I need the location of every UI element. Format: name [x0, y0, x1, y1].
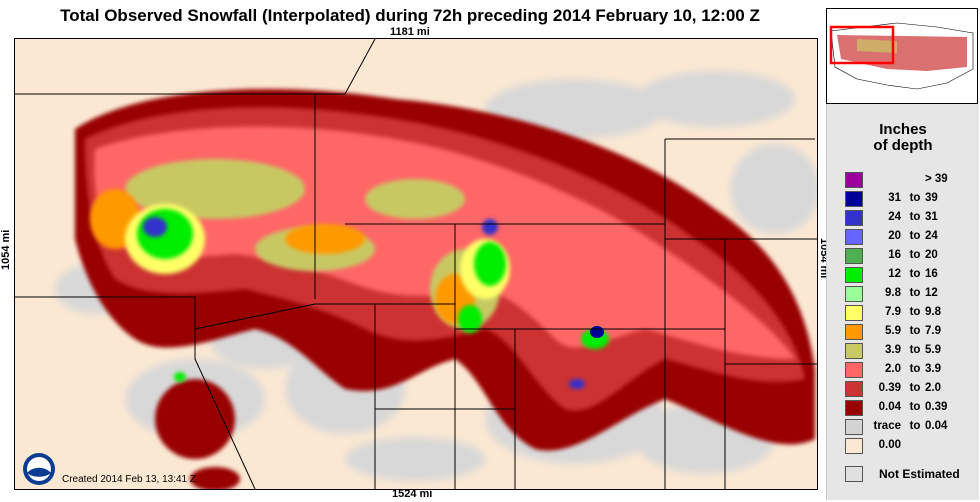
legend-item-low: 20	[888, 230, 901, 242]
legend-swatch	[845, 286, 863, 302]
legend-item-high: 3.9	[925, 363, 941, 375]
legend-item-low: 3.9	[885, 344, 901, 356]
snow-24-31	[143, 217, 585, 389]
legend-item-high: 0.39	[925, 401, 948, 413]
legend-swatch	[845, 248, 863, 264]
legend-item-low: 7.9	[885, 306, 901, 318]
legend-swatch	[845, 381, 863, 397]
legend-item-low: 2.0	[885, 363, 901, 375]
legend: Inches of depth > 39 31 to 39 24 to 31 20 to 24 16…	[826, 104, 979, 500]
legend-item-high: 12	[925, 287, 938, 299]
snowfall-map-graphic	[15, 39, 817, 489]
legend-item-to: to	[909, 344, 921, 356]
legend-item-low: 0.00	[878, 439, 901, 451]
legend-item-to: to	[909, 382, 921, 394]
legend-item-to: to	[909, 420, 921, 432]
scale-left-label: 1054 mi	[0, 229, 12, 270]
legend-item-to: to	[909, 192, 921, 204]
legend-swatch	[845, 324, 863, 340]
legend-item-to: to	[909, 401, 921, 413]
legend-item-to: to	[909, 211, 921, 223]
scale-bottom-label: 1524 mi	[392, 488, 433, 500]
legend-swatch	[845, 400, 863, 416]
legend-item-low: 24	[888, 211, 901, 223]
legend-item-low: 0.04	[878, 401, 901, 413]
legend-swatch-not-estimated	[845, 466, 863, 482]
legend-swatch	[845, 191, 863, 207]
state-boundaries	[15, 39, 817, 489]
legend-item-high: 39	[925, 192, 938, 204]
legend-item-to: to	[909, 230, 921, 242]
legend-swatch	[845, 362, 863, 378]
legend-item-high: 0.04	[925, 420, 948, 432]
legend-item-high: 2.0	[925, 382, 941, 394]
legend-swatch	[845, 419, 863, 435]
legend-not-estimated-label: Not Estimated	[879, 467, 960, 481]
inset-map-graphic	[829, 22, 974, 90]
legend-item-low: 16	[888, 249, 901, 261]
legend-item-to: to	[909, 306, 921, 318]
legend-item-high: 9.8	[925, 306, 941, 318]
legend-swatch	[845, 438, 863, 454]
snowfall-map[interactable]	[14, 38, 818, 490]
legend-item-low: 5.9	[885, 325, 901, 337]
map-title: Total Observed Snowfall (Interpolated) d…	[60, 6, 760, 25]
legend-swatch	[845, 172, 863, 188]
legend-item-high: 20	[925, 249, 938, 261]
legend-swatch	[845, 267, 863, 283]
legend-item-high: > 39	[925, 173, 948, 185]
legend-item-high: 7.9	[925, 325, 941, 337]
legend-item-to: to	[909, 363, 921, 375]
legend-item-low: 12	[888, 268, 901, 280]
scale-top-label: 1181 mi	[390, 26, 430, 38]
legend-item-high: 31	[925, 211, 938, 223]
legend-item-to: to	[909, 325, 921, 337]
inset-overview-map[interactable]	[826, 8, 978, 104]
legend-swatch	[845, 305, 863, 321]
legend-item-low: 0.39	[878, 382, 901, 394]
snow-31-39	[590, 326, 604, 338]
legend-title: Inches of depth	[827, 122, 979, 154]
legend-swatch	[845, 343, 863, 359]
noaa-logo-icon	[22, 452, 56, 491]
legend-item-low: 31	[888, 192, 901, 204]
legend-swatch	[845, 210, 863, 226]
legend-item-high: 24	[925, 230, 938, 242]
legend-item-to: to	[909, 249, 921, 261]
legend-item-high: 5.9	[925, 344, 941, 356]
legend-swatch	[845, 229, 863, 245]
legend-item-low: trace	[873, 420, 902, 432]
legend-item-high: 16	[925, 268, 938, 280]
legend-item-low: 9.8	[885, 287, 901, 299]
created-timestamp: Created 2014 Feb 13, 13:41 Z	[62, 474, 196, 485]
legend-title-line2: of depth	[873, 137, 933, 154]
inset-highlight-box	[829, 25, 895, 65]
legend-item-to: to	[909, 287, 921, 299]
legend-item-to: to	[909, 268, 921, 280]
legend-title-line1: Inches	[879, 121, 927, 138]
